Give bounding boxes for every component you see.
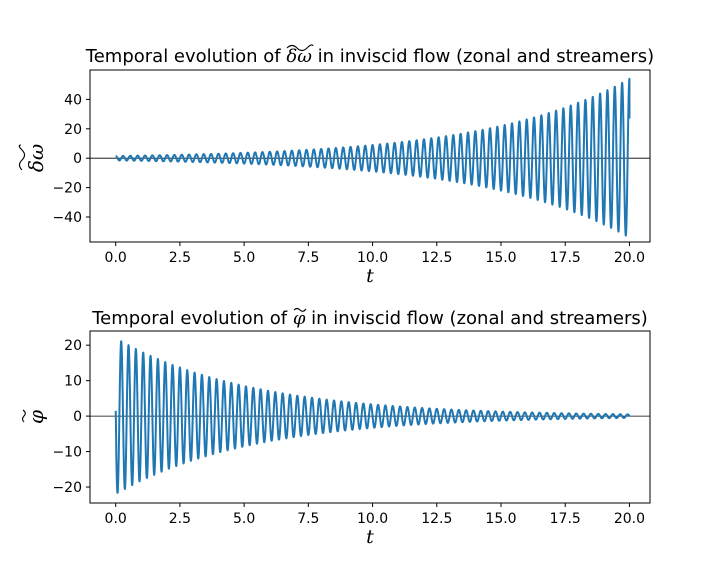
bottom-x-ticks: 0.0 2.5 5.0 7.5 10.0 12.5 15.0 17.5 20.0: [105, 503, 645, 527]
top-x-tick-label: 5.0: [233, 250, 255, 266]
bottom-y-tick-label: −10: [52, 445, 82, 461]
bottom-x-tick-label: 7.5: [297, 511, 319, 527]
bottom-chart-title: Temporal evolution of φ in inviscid flow…: [91, 308, 648, 329]
top-chart-title: Temporal evolution of δω in inviscid flo…: [85, 46, 654, 67]
top-y-tick-label: 40: [64, 92, 82, 108]
top-x-tick-label: 2.5: [169, 250, 191, 266]
bottom-x-tick-label: 12.5: [421, 511, 452, 527]
top-y-tick-label: 20: [64, 122, 82, 138]
top-y-label-tilde: [18, 144, 26, 171]
top-y-tick-label: −40: [52, 210, 82, 226]
top-x-tick-label: 10.0: [357, 250, 388, 266]
bottom-y-tick-label: 0: [73, 409, 82, 425]
top-x-tick-label: 15.0: [485, 250, 516, 266]
top-plot-frame: [89, 69, 651, 243]
bottom-x-tick-label: 2.5: [169, 511, 191, 527]
top-y-tick-label: 0: [73, 151, 82, 167]
bottom-x-tick-label: 10.0: [357, 511, 388, 527]
bottom-y-tick-label: 10: [64, 374, 82, 390]
bottom-y-tick-label: 20: [64, 338, 82, 354]
bottom-x-tick-label: 17.5: [550, 511, 581, 527]
bottom-chart: Temporal evolution of φ in inviscid flow…: [21, 307, 651, 548]
top-y-axis-label: δω: [24, 144, 48, 172]
bottom-y-axis-label: φ: [24, 410, 48, 424]
bottom-x-tick-label: 0.0: [105, 511, 127, 527]
top-title-symbol: δω: [286, 46, 312, 67]
top-series-line: [114, 77, 631, 237]
bottom-plot-frame: [89, 330, 651, 504]
top-y-tick-label: −20: [52, 181, 82, 197]
bottom-y-label-tilde: [21, 409, 26, 423]
top-x-tick-label: 17.5: [550, 250, 581, 266]
bottom-x-tick-label: 20.0: [614, 511, 645, 527]
top-x-tick-label: 0.0: [105, 250, 127, 266]
top-x-tick-label: 20.0: [614, 250, 645, 266]
top-x-tick-label: 12.5: [421, 250, 452, 266]
top-x-ticks: 0.0 2.5 5.0 7.5 10.0 12.5 15.0 17.5 20.0: [105, 242, 645, 266]
top-chart: Temporal evolution of δω in inviscid flo…: [18, 44, 654, 287]
bottom-x-tick-label: 15.0: [485, 511, 516, 527]
top-x-tick-label: 7.5: [297, 250, 319, 266]
top-x-axis-label: t: [366, 265, 374, 287]
bottom-x-axis-label: t: [366, 526, 374, 548]
bottom-y-ticks: −20 −10 0 10 20: [52, 338, 90, 496]
bottom-series-line: [114, 340, 631, 494]
bottom-y-axis-label-group: φ: [21, 409, 48, 424]
bottom-y-tick-label: −20: [52, 480, 82, 496]
top-title-tilde: [286, 44, 314, 52]
bottom-x-tick-label: 5.0: [233, 511, 255, 527]
top-y-axis-label-group: δω: [18, 144, 48, 172]
bottom-title-symbol: φ: [293, 308, 306, 329]
top-y-ticks: −40 −20 0 20 40: [52, 92, 90, 226]
bottom-title-tilde: [293, 307, 307, 312]
